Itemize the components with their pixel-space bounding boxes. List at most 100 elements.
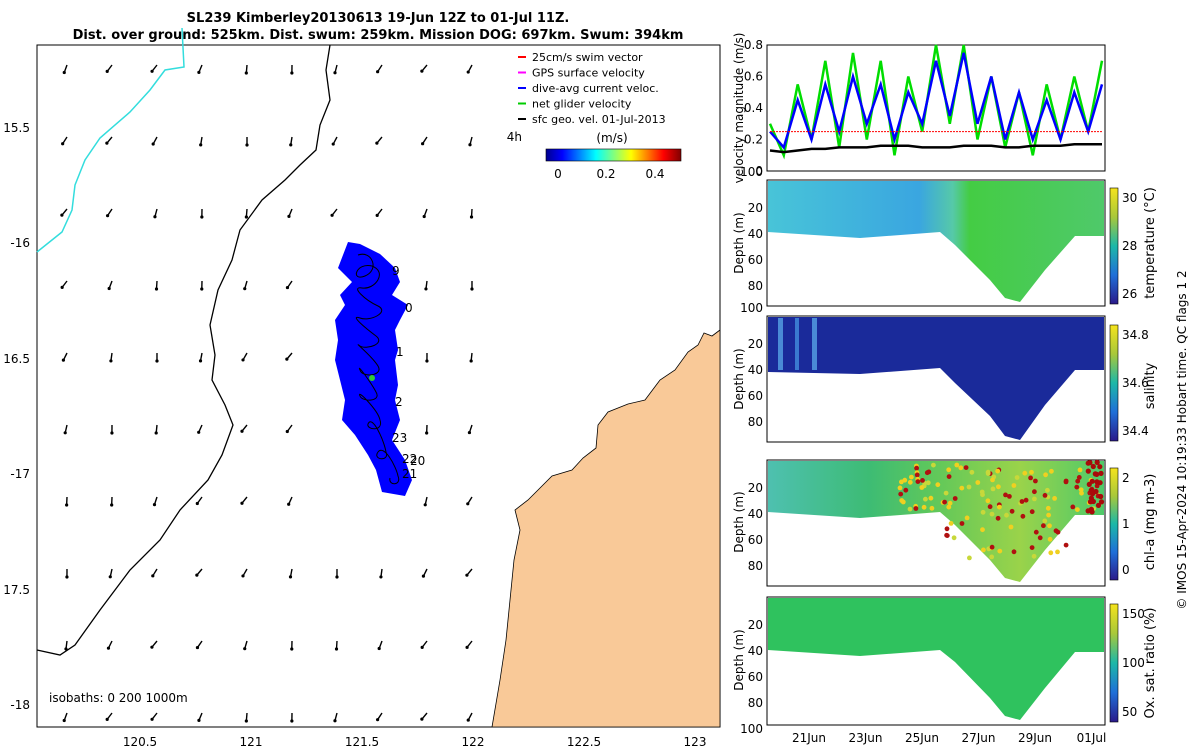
- chla-point: [1003, 492, 1008, 498]
- chla-point: [1052, 496, 1057, 501]
- colorbar-tick: 0: [1122, 563, 1130, 577]
- chla-point: [995, 515, 1001, 521]
- current-arrow-head: [151, 142, 155, 146]
- chla-point: [1004, 512, 1009, 518]
- chla-field: [768, 461, 1104, 582]
- glider-track-path: [355, 253, 400, 485]
- current-arrow-head: [151, 574, 155, 578]
- salinity-cbar-label: salinity: [1143, 362, 1158, 409]
- current-arrow-head: [198, 359, 203, 363]
- lat-tick-label: 16.5: [3, 352, 30, 366]
- current-arrow-head: [108, 575, 112, 579]
- chla-point: [1042, 493, 1048, 498]
- chla-point: [948, 521, 954, 526]
- current-arrow-head: [244, 71, 248, 75]
- speed-colorbar-tick: 0.4: [645, 167, 664, 181]
- oxygen-panel: Depth (m) Ox. sat. ratio (%): [732, 596, 1158, 726]
- chla-panel: Depth (m) chl-a (mg m-3): [732, 459, 1158, 587]
- current-arrow-head: [244, 215, 248, 219]
- time-tick: 23Jun: [848, 731, 882, 745]
- chla-point: [997, 504, 1002, 510]
- chla-point: [1074, 484, 1080, 490]
- chla-point: [1014, 475, 1020, 480]
- current-arrow-head: [150, 645, 154, 649]
- velocity-ylabel: velocity magnitude (m/s): [732, 33, 746, 184]
- chla-point: [1094, 479, 1100, 485]
- velocity-series-line: [769, 52, 1104, 150]
- current-arrow-head: [420, 69, 424, 73]
- day-label: 21: [402, 467, 417, 481]
- chla-point: [909, 474, 914, 480]
- chla-point: [966, 484, 972, 490]
- current-arrow-head: [243, 287, 247, 291]
- chla-point: [946, 467, 952, 473]
- chla-point: [967, 555, 972, 561]
- chla-point: [1023, 497, 1029, 503]
- chla-point: [935, 482, 941, 488]
- velocity-ytick: 0.6: [744, 70, 763, 84]
- isobath-1000m: [36, 27, 185, 253]
- day-label: 0: [405, 301, 413, 315]
- day-label: 1: [396, 345, 404, 359]
- day-label: 20: [410, 454, 425, 468]
- chla-point: [1033, 478, 1038, 484]
- chla-point: [1032, 496, 1037, 502]
- chla-point: [1019, 499, 1025, 504]
- depth-tick: 80: [748, 279, 763, 293]
- chla-point: [1077, 467, 1083, 473]
- chla-point: [985, 469, 991, 475]
- current-arrow-head: [421, 574, 426, 578]
- legend-entry: dive-avg current veloc.: [532, 82, 659, 95]
- map-legend: 25cm/s swim vector GPS surface velocity di…: [518, 51, 666, 126]
- chla-point: [907, 506, 913, 512]
- chla-point: [997, 548, 1003, 554]
- lat-tick-label: -17: [10, 467, 30, 481]
- depth-tick: 100: [740, 165, 763, 179]
- current-arrow-head: [150, 69, 154, 73]
- current-arrow-head: [420, 717, 424, 721]
- current-arrow-head: [420, 645, 424, 649]
- current-arrow-head: [290, 71, 294, 75]
- chla-point: [943, 490, 949, 496]
- chla-point: [1063, 479, 1069, 485]
- net-velocity-marker: [369, 375, 375, 381]
- depth-tick: 40: [748, 227, 763, 241]
- velocity-ytick: 0.2: [744, 133, 763, 147]
- current-arrow-head: [285, 357, 289, 361]
- current-arrow-head: [425, 431, 429, 435]
- lon-tick-label: 123: [684, 735, 707, 749]
- speed-colorbar: [545, 148, 682, 162]
- depth-tick: 60: [748, 389, 763, 403]
- chla-point: [1075, 478, 1081, 484]
- current-arrow-head: [290, 719, 294, 723]
- chla-point: [1075, 507, 1080, 512]
- chla-point: [1049, 468, 1054, 474]
- current-arrow-head: [375, 141, 379, 145]
- depth-tick: 60: [748, 670, 763, 684]
- chla-point: [1079, 490, 1084, 496]
- chla-point: [958, 465, 964, 471]
- chla-point: [980, 527, 985, 533]
- chla-point: [946, 474, 952, 479]
- current-arrow-head: [468, 143, 472, 147]
- chla-point: [947, 500, 953, 506]
- legend-entry: sfc geo. vel. 01-Jul-2013: [532, 113, 666, 126]
- current-arrow-head: [377, 646, 381, 651]
- current-arrow-head: [195, 645, 200, 650]
- current-arrow-head: [287, 214, 291, 219]
- chla-point: [931, 462, 936, 468]
- isobaths-label: isobaths: 0 200 1000m: [49, 691, 188, 705]
- chla-point: [1088, 495, 1094, 501]
- current-arrow-head: [241, 358, 245, 362]
- chla-point: [1070, 504, 1076, 510]
- chla-point: [913, 506, 919, 511]
- lon-tick-label: 120.5: [123, 735, 157, 749]
- current-arrow-head: [61, 358, 66, 362]
- current-arrow-head: [61, 142, 65, 146]
- legend-entry: 25cm/s swim vector: [532, 51, 643, 64]
- current-arrow-head: [65, 503, 69, 507]
- chla-point: [1089, 509, 1095, 515]
- lat-tick-label: -18: [10, 698, 30, 712]
- chla-point: [928, 495, 934, 501]
